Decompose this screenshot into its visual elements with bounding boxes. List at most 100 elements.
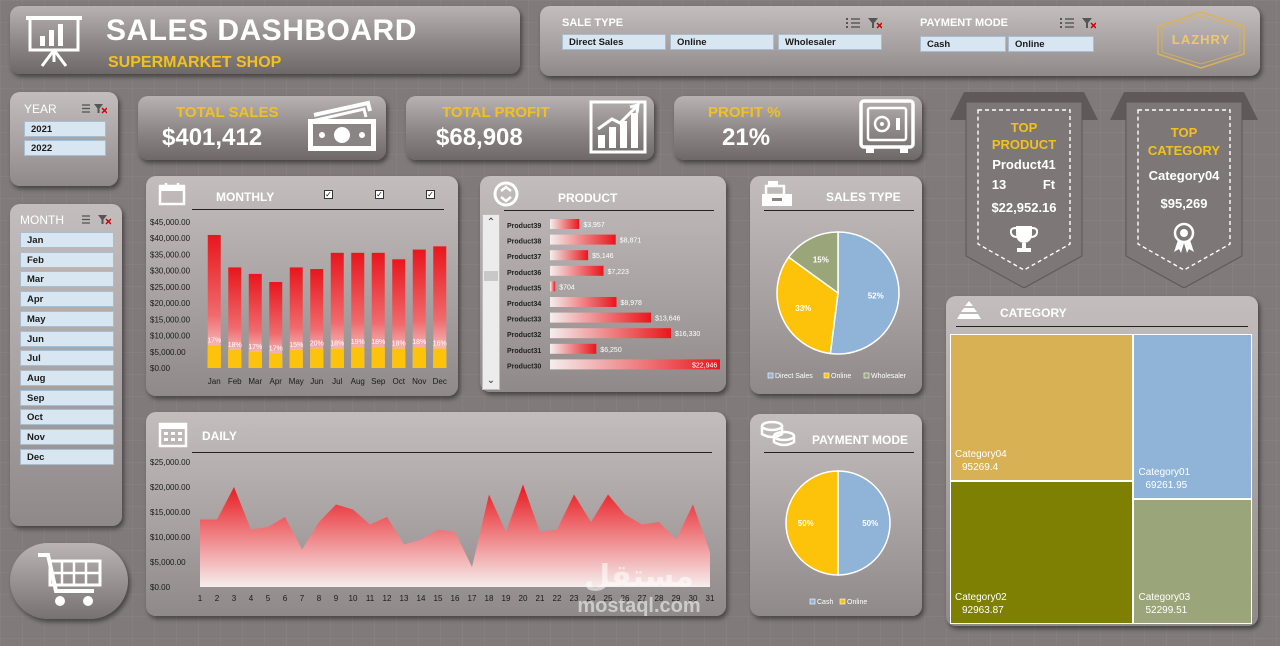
- monthly-profit-bar: [207, 345, 221, 368]
- sale-type-direct-sales[interactable]: Direct Sales: [562, 34, 666, 50]
- daily-xtick: 4: [249, 594, 254, 603]
- daily-xtick: 25: [604, 594, 613, 603]
- monthly-data-label: 19%: [351, 339, 365, 346]
- scroll-down-arrow[interactable]: ⌄: [486, 375, 496, 386]
- top-slicer-panel: SALE TYPE Direct Sales Online Wholesaler…: [540, 6, 1260, 76]
- daily-xtick: 22: [553, 594, 562, 603]
- monthly-sales-bar: [392, 259, 406, 368]
- daily-xtick: 8: [317, 594, 322, 603]
- product-bar: [550, 250, 589, 261]
- monthly-xtick: Sep: [371, 377, 386, 386]
- month-option-jun[interactable]: Jun: [20, 330, 114, 347]
- daily-xtick: 27: [638, 594, 647, 603]
- treemap-tile: Category04 95269.4: [950, 334, 1134, 481]
- monthly-profit-bar: [228, 350, 242, 368]
- month-option-oct[interactable]: Oct: [20, 409, 114, 426]
- sales-type-data-label: 52%: [868, 291, 884, 300]
- product-data-label: $8,978: [621, 300, 643, 307]
- product-data-label: $16,330: [675, 331, 700, 338]
- monthly-ytick: $10,000.00: [150, 332, 191, 341]
- clear-filter-icon[interactable]: [1082, 17, 1096, 29]
- daily-xtick: 20: [519, 594, 528, 603]
- sales-type-legend-swatch: [863, 372, 870, 379]
- monthly-profit-bar: [351, 346, 365, 368]
- month-option-mar[interactable]: Mar: [20, 271, 114, 288]
- scroll-up-arrow[interactable]: ⌃: [486, 217, 496, 228]
- payment-mode-panel: PAYMENT MODE 50% 50% Cash Online: [750, 414, 922, 616]
- daily-xtick: 5: [266, 594, 271, 603]
- monthly-data-label: 17%: [248, 344, 262, 351]
- scroll-thumb[interactable]: [484, 271, 498, 281]
- monthly-sales-bar: [371, 252, 385, 368]
- month-option-nov[interactable]: Nov: [20, 429, 114, 445]
- monthly-checkbox-3[interactable]: ✓: [426, 190, 435, 199]
- cart-button[interactable]: [10, 543, 128, 619]
- monthly-checkbox-1[interactable]: ✓: [324, 190, 333, 199]
- monthly-xtick: Jan: [208, 377, 221, 386]
- treemap-tile-label: Category01 69261.95: [1138, 467, 1191, 492]
- multi-select-icon[interactable]: [78, 103, 90, 114]
- clear-filter-icon[interactable]: [868, 17, 882, 29]
- award-badge-icon: [1173, 222, 1195, 253]
- monthly-ytick: $35,000.00: [150, 250, 191, 259]
- coins-icon: [760, 420, 796, 447]
- sale-type-wholesaler[interactable]: Wholesaler: [778, 34, 882, 50]
- product-bar: [550, 328, 671, 339]
- payment-mode-data-label: 50%: [862, 519, 878, 528]
- presentation-board-icon: [26, 16, 82, 67]
- month-option-may[interactable]: May: [20, 310, 114, 327]
- month-option-apr[interactable]: Apr: [20, 291, 114, 308]
- daily-xtick: 7: [300, 594, 305, 603]
- daily-xtick: 29: [672, 594, 681, 603]
- product-scrollbar[interactable]: ⌃ ⌄: [482, 214, 500, 390]
- year-2022[interactable]: 2022: [24, 140, 106, 156]
- sale-type-online[interactable]: Online: [670, 34, 774, 50]
- monthly-xtick: May: [289, 377, 304, 386]
- monthly-ytick: $5,000.00: [150, 348, 186, 357]
- treemap-tile-label: Category03 52299.51: [1138, 591, 1191, 616]
- payment-mode-cash[interactable]: Cash: [920, 36, 1006, 52]
- monthly-xtick: Jul: [332, 377, 342, 386]
- trophy-icon: [1010, 226, 1038, 252]
- daily-ytick: $15,000.00: [150, 508, 191, 517]
- sales-type-chart: 52% 33% 15% Direct Sales Online Wholesaler: [767, 231, 907, 380]
- monthly-ytick: $15,000.00: [150, 315, 191, 324]
- year-label: YEAR: [24, 102, 57, 116]
- multi-select-icon[interactable]: [78, 214, 90, 225]
- product-category-label: Product33: [507, 317, 541, 324]
- kpi-profit-pct-value: 21%: [722, 124, 771, 151]
- multi-select-icon[interactable]: [846, 17, 860, 29]
- month-option-jan[interactable]: Jan: [20, 232, 114, 248]
- month-option-feb[interactable]: Feb: [20, 251, 114, 268]
- multi-select-icon[interactable]: [1060, 17, 1074, 29]
- monthly-profit-bar: [433, 348, 447, 368]
- product-category-label: Product35: [507, 285, 541, 292]
- clear-filter-icon[interactable]: [94, 103, 107, 114]
- category-title: CATEGORY: [1000, 306, 1067, 320]
- top-category-title-1: TOP: [1170, 125, 1198, 140]
- product-chart-panel: PRODUCT ⌃ ⌄ Product39 $3,957 Product38 $8,8…: [480, 176, 726, 392]
- monthly-profit-bar: [248, 351, 262, 368]
- monthly-data-label: 15%: [289, 342, 303, 349]
- monthly-sales-bar: [330, 252, 344, 368]
- month-option-dec[interactable]: Dec: [20, 448, 114, 465]
- monthly-ytick: $20,000.00: [150, 299, 191, 308]
- clear-filter-icon[interactable]: [98, 214, 111, 225]
- product-category-label: Product38: [507, 239, 541, 246]
- monthly-checkbox-2[interactable]: ✓: [375, 190, 384, 199]
- sales-type-legend-swatch: [767, 372, 774, 379]
- monthly-data-label: 16%: [433, 341, 447, 348]
- month-option-aug[interactable]: Aug: [20, 369, 114, 386]
- month-option-sep[interactable]: Sep: [20, 389, 114, 406]
- payment-mode-online[interactable]: Online: [1008, 36, 1094, 52]
- month-option-jul[interactable]: Jul: [20, 350, 114, 367]
- product-data-label: $704: [559, 284, 575, 291]
- daily-xtick: 10: [349, 594, 358, 603]
- product-chart: Product39 $3,957 Product38 $8,871 Product37 $…: [507, 219, 720, 370]
- year-2021[interactable]: 2021: [24, 121, 106, 137]
- monthly-data-label: 18%: [412, 339, 426, 346]
- monthly-ytick: $30,000.00: [150, 267, 191, 276]
- monthly-profit-bar: [371, 346, 385, 368]
- sales-type-legend-swatch: [823, 372, 830, 379]
- monthly-data-label: 18%: [392, 341, 406, 348]
